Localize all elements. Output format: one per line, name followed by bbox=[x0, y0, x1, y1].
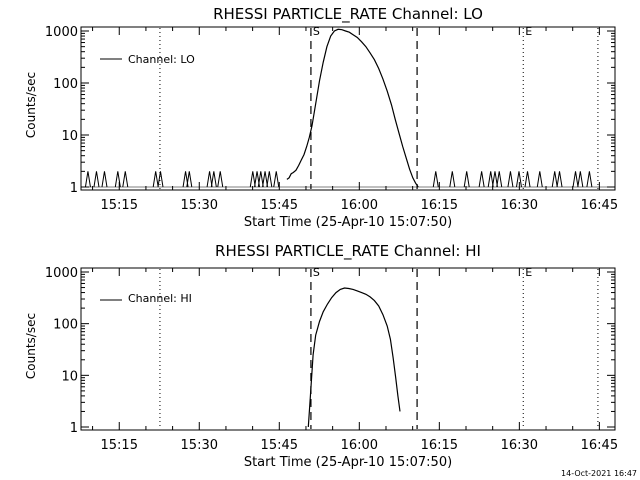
chart-panel-hi: RHESSI PARTICLE_RATE Channel: HI Start T… bbox=[24, 242, 618, 470]
noise-spike bbox=[210, 171, 217, 188]
noise-spike bbox=[186, 171, 193, 188]
noise-spike bbox=[152, 171, 159, 188]
plot-frame bbox=[80, 267, 616, 431]
noise-spike bbox=[432, 171, 439, 188]
noise-spike bbox=[536, 171, 543, 188]
series-line bbox=[286, 28, 419, 188]
noise-spike bbox=[206, 171, 213, 188]
noise-spike bbox=[515, 171, 522, 188]
x-tick-label: 16:15 bbox=[421, 438, 458, 453]
chart-title: RHESSI PARTICLE_RATE Channel: LO bbox=[213, 5, 483, 24]
noise-spike bbox=[262, 171, 269, 188]
noise-spike bbox=[524, 171, 531, 188]
noise-spike bbox=[507, 171, 514, 188]
y-tick-label: 100 bbox=[53, 318, 78, 333]
noise-spike bbox=[478, 171, 485, 188]
x-tick-label: 15:15 bbox=[101, 438, 138, 453]
y-tick-label: 1000 bbox=[45, 25, 78, 40]
noise-spike bbox=[101, 171, 108, 188]
y-axis-label: Counts/sec bbox=[24, 313, 38, 379]
y-tick-label: 10 bbox=[61, 129, 78, 144]
footer-timestamp: 14-Oct-2021 16:47 bbox=[561, 469, 637, 478]
noise-spike bbox=[463, 171, 470, 188]
time-marker-label: S bbox=[313, 25, 320, 38]
noise-spike bbox=[249, 171, 256, 188]
plot-frame bbox=[80, 26, 616, 191]
series-line bbox=[307, 287, 401, 428]
noise-spike bbox=[496, 171, 503, 188]
noise-spike bbox=[572, 171, 579, 188]
plot-area: 1 10 100 1000 15:15 15:30 15:45 16:00 16:15 16:30… bbox=[45, 266, 618, 453]
y-axis-label: Counts/sec bbox=[24, 72, 38, 138]
noise-spike bbox=[114, 171, 121, 188]
x-tick-label: 16:00 bbox=[341, 198, 378, 213]
x-tick-label: 15:45 bbox=[261, 198, 298, 213]
y-tick-label: 100 bbox=[53, 77, 78, 92]
x-tick-label: 15:30 bbox=[181, 198, 218, 213]
noise-spike bbox=[273, 171, 280, 188]
noise-spike bbox=[84, 171, 91, 188]
noise-spike bbox=[266, 171, 273, 188]
x-tick-label: 16:45 bbox=[581, 438, 618, 453]
x-axis-label: Start Time (25-Apr-10 15:07:50) bbox=[244, 215, 452, 230]
time-marker-label: E bbox=[525, 266, 532, 279]
legend-label: Channel: HI bbox=[128, 292, 192, 305]
x-tick-label: 15:45 bbox=[261, 438, 298, 453]
noise-spike bbox=[586, 171, 593, 188]
noise-spike bbox=[157, 171, 164, 188]
chart-title: RHESSI PARTICLE_RATE Channel: HI bbox=[215, 242, 481, 261]
noise-spike bbox=[257, 171, 264, 188]
x-tick-label: 16:45 bbox=[581, 198, 618, 213]
x-tick-label: 16:30 bbox=[501, 198, 538, 213]
time-marker-label: S bbox=[313, 266, 320, 279]
noise-spike bbox=[449, 171, 456, 188]
y-tick-label: 10 bbox=[61, 369, 78, 384]
x-tick-label: 16:00 bbox=[341, 438, 378, 453]
plot-area: 1 10 100 1000 15:15 15:30 15:45 16:00 16:15 16:30… bbox=[45, 25, 618, 213]
noise-spike bbox=[487, 171, 494, 188]
noise-spike bbox=[551, 171, 558, 188]
x-tick-label: 16:30 bbox=[501, 438, 538, 453]
noise-spike bbox=[93, 171, 100, 188]
time-marker-label: E bbox=[525, 25, 532, 38]
chart-panel-lo: RHESSI PARTICLE_RATE Channel: LO Start T… bbox=[24, 5, 618, 230]
y-tick-label: 1 bbox=[70, 421, 78, 436]
y-tick-label: 1000 bbox=[45, 266, 78, 281]
noise-spike bbox=[491, 171, 498, 188]
x-axis-label: Start Time (25-Apr-10 15:07:50) bbox=[244, 455, 452, 470]
x-tick-label: 15:30 bbox=[181, 438, 218, 453]
y-tick-label: 1 bbox=[70, 181, 78, 196]
x-tick-label: 15:15 bbox=[101, 198, 138, 213]
noise-spike bbox=[577, 171, 584, 188]
noise-spike bbox=[217, 171, 224, 188]
noise-spike bbox=[556, 171, 563, 188]
noise-spike bbox=[122, 171, 129, 188]
x-tick-label: 16:15 bbox=[421, 198, 458, 213]
legend-label: Channel: LO bbox=[128, 53, 195, 66]
